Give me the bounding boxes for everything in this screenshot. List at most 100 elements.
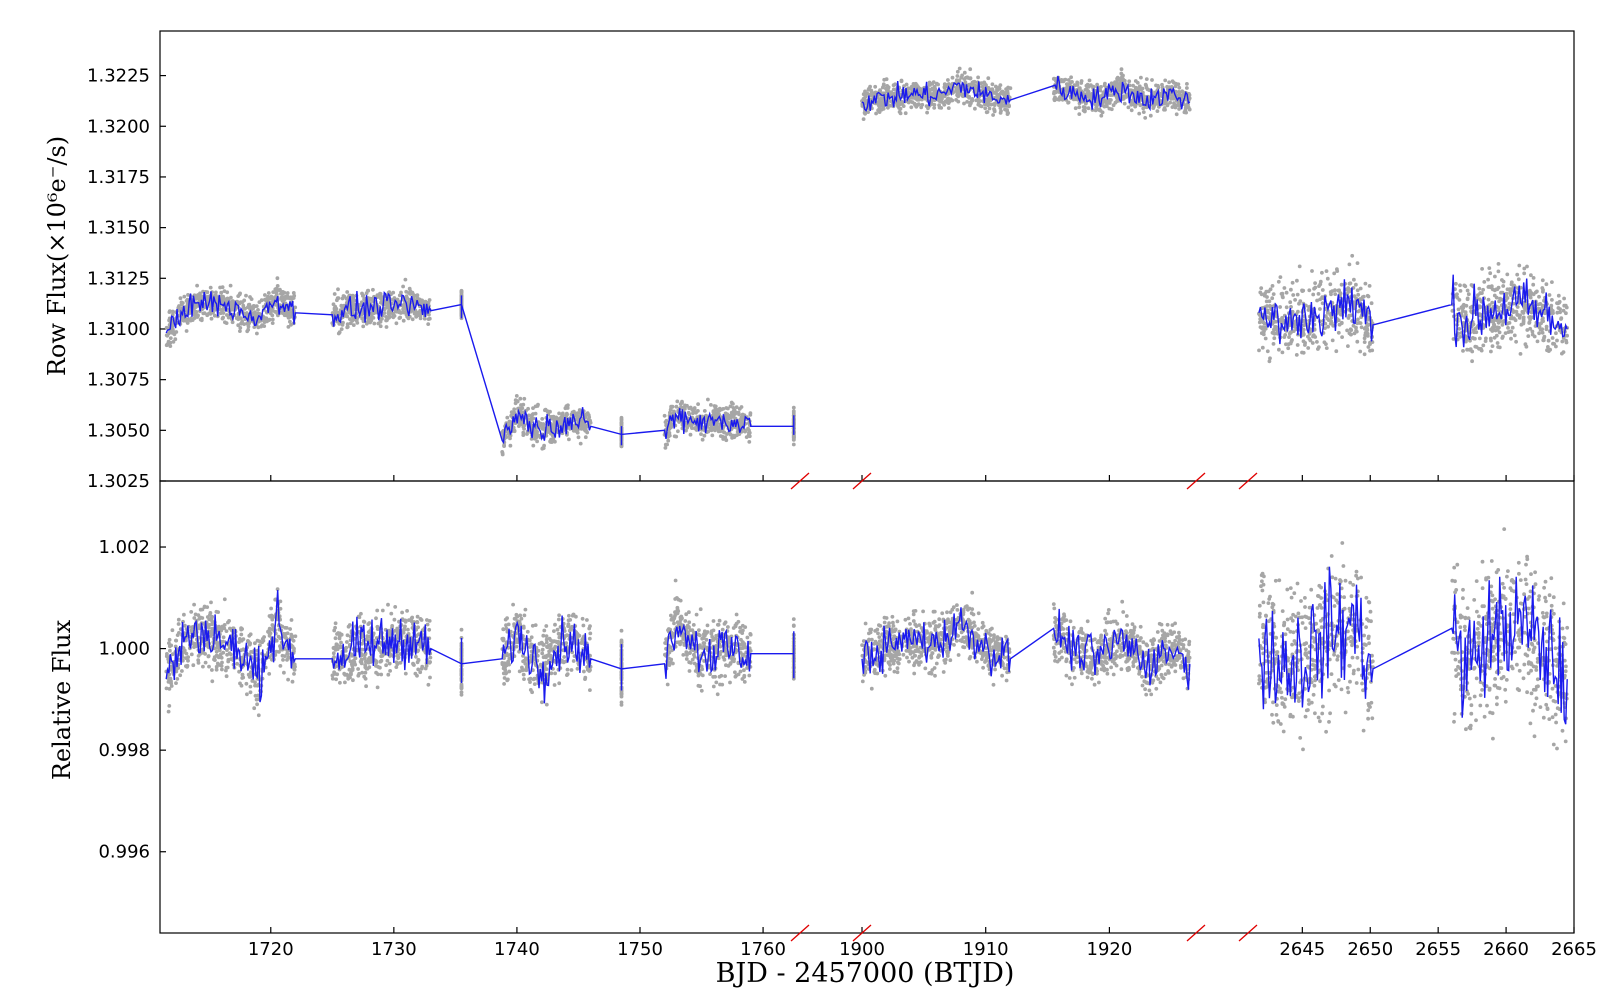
data-point xyxy=(873,84,878,89)
data-point xyxy=(420,298,424,303)
data-point xyxy=(391,313,396,318)
data-point xyxy=(180,301,185,305)
data-point xyxy=(1316,292,1321,296)
data-point xyxy=(1064,82,1069,86)
data-point xyxy=(1286,346,1291,351)
data-point xyxy=(861,92,866,97)
data-point xyxy=(926,106,930,111)
data-point xyxy=(1506,326,1510,330)
data-point xyxy=(559,417,563,421)
data-point xyxy=(702,433,707,438)
data-point xyxy=(1550,336,1555,340)
data-point xyxy=(364,291,369,296)
data-point xyxy=(1265,295,1269,299)
data-point xyxy=(404,312,409,317)
data-point xyxy=(696,402,700,406)
data-point xyxy=(1185,82,1189,86)
data-point xyxy=(1531,282,1536,287)
data-point xyxy=(965,100,969,104)
data-point xyxy=(1541,289,1545,294)
data-point xyxy=(341,294,346,298)
data-point xyxy=(668,410,672,415)
data-point xyxy=(1007,104,1011,108)
data-point xyxy=(239,316,243,321)
data-point xyxy=(178,673,183,678)
data-point xyxy=(566,403,570,408)
data-point xyxy=(356,673,361,678)
data-point xyxy=(368,296,373,301)
data-point xyxy=(340,323,345,327)
data-point xyxy=(1121,97,1126,101)
data-point xyxy=(1100,110,1105,115)
data-point xyxy=(384,663,388,668)
data-point xyxy=(345,290,350,294)
data-point xyxy=(1496,320,1501,325)
data-point xyxy=(512,407,517,412)
data-point xyxy=(331,651,336,656)
data-point xyxy=(1264,299,1269,304)
data-point xyxy=(1340,335,1344,339)
data-point xyxy=(1515,272,1520,277)
data-point xyxy=(1298,299,1303,303)
data-point xyxy=(517,424,521,428)
data-point xyxy=(1362,340,1367,344)
data-point xyxy=(747,434,752,439)
data-point xyxy=(955,69,960,74)
data-point xyxy=(1544,282,1549,287)
data-point xyxy=(1458,289,1463,293)
data-point xyxy=(184,664,188,668)
binned-lines xyxy=(165,75,1568,446)
data-point xyxy=(744,435,749,439)
data-point xyxy=(1518,352,1523,356)
data-point xyxy=(1272,336,1277,341)
data-point xyxy=(180,669,184,673)
data-point xyxy=(716,429,721,434)
data-point xyxy=(1312,286,1316,291)
data-point xyxy=(401,318,406,323)
data-point xyxy=(289,322,293,327)
data-point xyxy=(377,293,382,297)
data-point xyxy=(957,78,962,83)
data-point xyxy=(345,325,350,329)
data-point xyxy=(1519,322,1524,327)
data-point xyxy=(1495,325,1500,330)
data-point xyxy=(533,411,538,416)
data-point xyxy=(1273,319,1278,324)
data-point xyxy=(942,102,947,107)
data-point xyxy=(1113,80,1117,85)
data-point xyxy=(1324,269,1329,273)
data-point xyxy=(1496,285,1501,290)
data-point xyxy=(518,396,523,401)
data-point xyxy=(364,321,369,326)
data-point xyxy=(1480,267,1484,271)
data-point xyxy=(219,664,224,668)
data-point xyxy=(285,291,290,295)
data-point xyxy=(407,286,412,291)
y-tick-label: 1.002 xyxy=(98,537,150,558)
data-point xyxy=(983,106,988,111)
data-point xyxy=(1508,316,1513,321)
data-point xyxy=(274,649,279,654)
data-point xyxy=(1564,340,1569,345)
data-point xyxy=(246,639,250,643)
data-point xyxy=(1369,301,1374,306)
data-point xyxy=(946,96,951,101)
data-point xyxy=(379,296,383,301)
data-point xyxy=(1295,343,1300,347)
data-point xyxy=(292,672,296,676)
y-tick-label: 1.3125 xyxy=(87,268,150,289)
data-point xyxy=(1527,321,1532,325)
data-point xyxy=(955,86,960,91)
data-point xyxy=(1307,288,1312,293)
data-point xyxy=(390,298,395,302)
data-point xyxy=(521,430,526,435)
data-point xyxy=(736,410,741,415)
data-point xyxy=(734,405,739,410)
data-point xyxy=(998,106,1003,110)
data-point xyxy=(1284,290,1289,295)
data-point xyxy=(266,291,271,295)
data-point xyxy=(415,293,420,297)
data-point xyxy=(224,674,229,679)
data-point xyxy=(1564,305,1569,310)
